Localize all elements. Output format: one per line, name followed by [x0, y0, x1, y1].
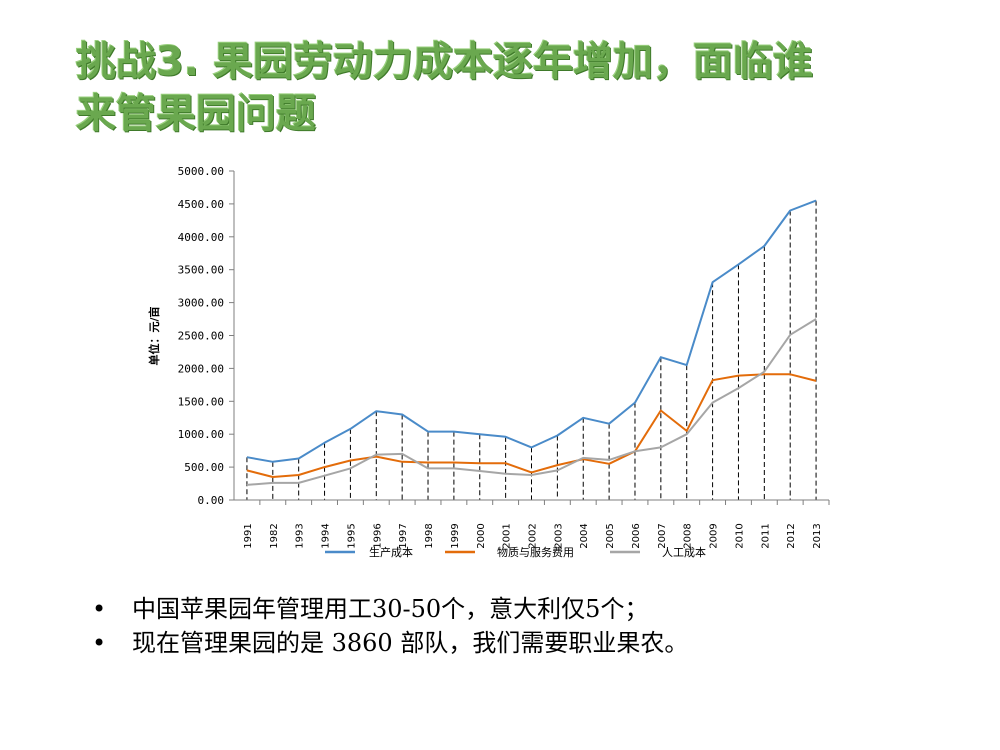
- x-tick-label: 2003: [553, 523, 564, 548]
- series-line-3: [246, 318, 817, 486]
- chart-axes: 0.00 500.00 1000.00 1500.00 2000.00 2500.00 30…: [178, 165, 830, 549]
- x-tick-label: 2007: [657, 523, 668, 548]
- y-tick-label: 1500.00: [178, 395, 224, 408]
- x-tick-label: 1997: [398, 523, 409, 548]
- legend-label: 物质与服务费用: [497, 545, 574, 559]
- series-line-2: [246, 373, 817, 478]
- x-tick-label: 1996: [372, 523, 383, 548]
- x-tick-label: 2002: [528, 523, 539, 548]
- chart-series: [246, 199, 817, 486]
- y-tick-label: 3500.00: [178, 264, 224, 277]
- x-tick-label: 2008: [683, 523, 694, 548]
- x-tick-label: 2004: [579, 523, 590, 548]
- y-tick-label: 4000.00: [178, 231, 224, 244]
- x-tick-label: 1993: [295, 523, 306, 548]
- bullet-item: • 现在管理果园的是 3860 部队，我们需要职业果农。: [92, 626, 972, 660]
- slide-title: 挑战3. 果园劳动力成本逐年增加，面临谁 来管果园问题: [76, 36, 956, 140]
- x-tick-label: 1994: [321, 523, 332, 548]
- x-tick-label: 2011: [760, 523, 771, 548]
- bullet-item: • 中国苹果园年管理用工30-50个，意大利仅5个；: [92, 592, 972, 626]
- bullet-text: 现在管理果园的是 3860 部队，我们需要职业果农。: [132, 629, 689, 657]
- bullet-list: • 中国苹果园年管理用工30-50个，意大利仅5个； • 现在管理果园的是 38…: [92, 592, 972, 660]
- legend-label: 人工成本: [662, 545, 706, 559]
- x-tick-label: 1995: [346, 523, 357, 548]
- x-tick-label: 1982: [269, 523, 280, 548]
- y-tick-label: 4500.00: [178, 198, 224, 211]
- x-tick-label: 1991: [243, 523, 254, 548]
- drop-lines: [246, 200, 817, 500]
- y-tick-label: 2500.00: [178, 330, 224, 343]
- slide-title-line-1: 挑战3. 果园劳动力成本逐年增加，面临谁: [76, 39, 813, 85]
- y-axis-label: 单位：元/亩: [147, 306, 161, 365]
- bullet-marker: •: [92, 629, 107, 657]
- y-tick-label: 0.00: [198, 494, 225, 507]
- y-tick-label: 5000.00: [178, 165, 224, 178]
- x-tick-label: 2009: [709, 523, 720, 548]
- x-tick-label: 2000: [476, 523, 487, 548]
- x-tick-label: 2012: [786, 523, 797, 548]
- y-tick-label: 3000.00: [178, 297, 224, 310]
- slide-title-line-2: 来管果园问题: [76, 91, 316, 137]
- x-tick-label: 2005: [605, 523, 616, 548]
- y-tick-label: 1000.00: [178, 428, 224, 441]
- x-tick-label: 2006: [631, 523, 642, 548]
- x-tick-label: 2010: [734, 523, 745, 548]
- x-tick-label: 1998: [424, 523, 435, 548]
- chart-legend: 生产成本 物质与服务费用 人工成本: [325, 545, 706, 559]
- y-tick-label: 2000.00: [178, 362, 224, 375]
- bullet-text: 中国苹果园年管理用工30-50个，意大利仅5个；: [132, 595, 649, 623]
- bullet-marker: •: [92, 595, 107, 623]
- x-tick-label: 2001: [502, 523, 513, 548]
- x-tick-label: 2013: [812, 523, 823, 548]
- series-line-1: [246, 199, 817, 463]
- legend-label: 生产成本: [369, 545, 413, 559]
- y-tick-label: 500.00: [184, 461, 224, 474]
- x-tick-label: 1999: [450, 523, 461, 548]
